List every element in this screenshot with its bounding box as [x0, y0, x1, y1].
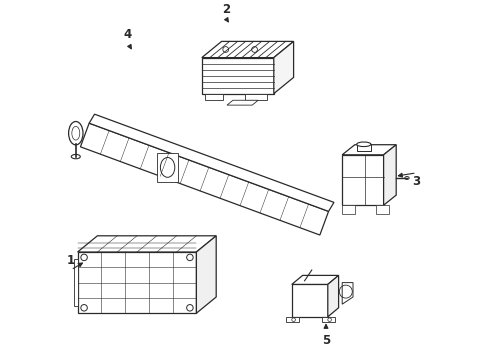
Polygon shape: [342, 283, 353, 304]
Polygon shape: [202, 58, 274, 94]
Polygon shape: [274, 41, 294, 94]
Polygon shape: [196, 236, 216, 313]
Polygon shape: [80, 123, 329, 235]
Polygon shape: [357, 144, 371, 151]
Polygon shape: [328, 275, 339, 317]
Polygon shape: [384, 145, 396, 205]
Polygon shape: [342, 155, 384, 205]
Polygon shape: [205, 94, 223, 100]
Polygon shape: [342, 145, 396, 155]
Ellipse shape: [69, 122, 83, 145]
Polygon shape: [74, 259, 77, 306]
Text: 3: 3: [413, 175, 421, 188]
Polygon shape: [157, 153, 178, 182]
Polygon shape: [89, 114, 334, 211]
Polygon shape: [286, 317, 299, 322]
Text: 2: 2: [222, 3, 230, 16]
Polygon shape: [77, 252, 196, 313]
Polygon shape: [245, 94, 267, 100]
Text: 4: 4: [124, 28, 132, 41]
Polygon shape: [376, 205, 389, 214]
Ellipse shape: [357, 142, 371, 147]
Polygon shape: [342, 205, 355, 214]
Polygon shape: [322, 317, 335, 322]
Polygon shape: [292, 275, 339, 284]
Ellipse shape: [405, 176, 409, 179]
Polygon shape: [202, 41, 294, 58]
Text: 1: 1: [67, 255, 75, 267]
Ellipse shape: [72, 154, 80, 159]
Polygon shape: [227, 100, 258, 105]
Ellipse shape: [160, 157, 175, 177]
Polygon shape: [292, 284, 328, 317]
Polygon shape: [77, 236, 216, 252]
Text: 5: 5: [322, 334, 330, 347]
